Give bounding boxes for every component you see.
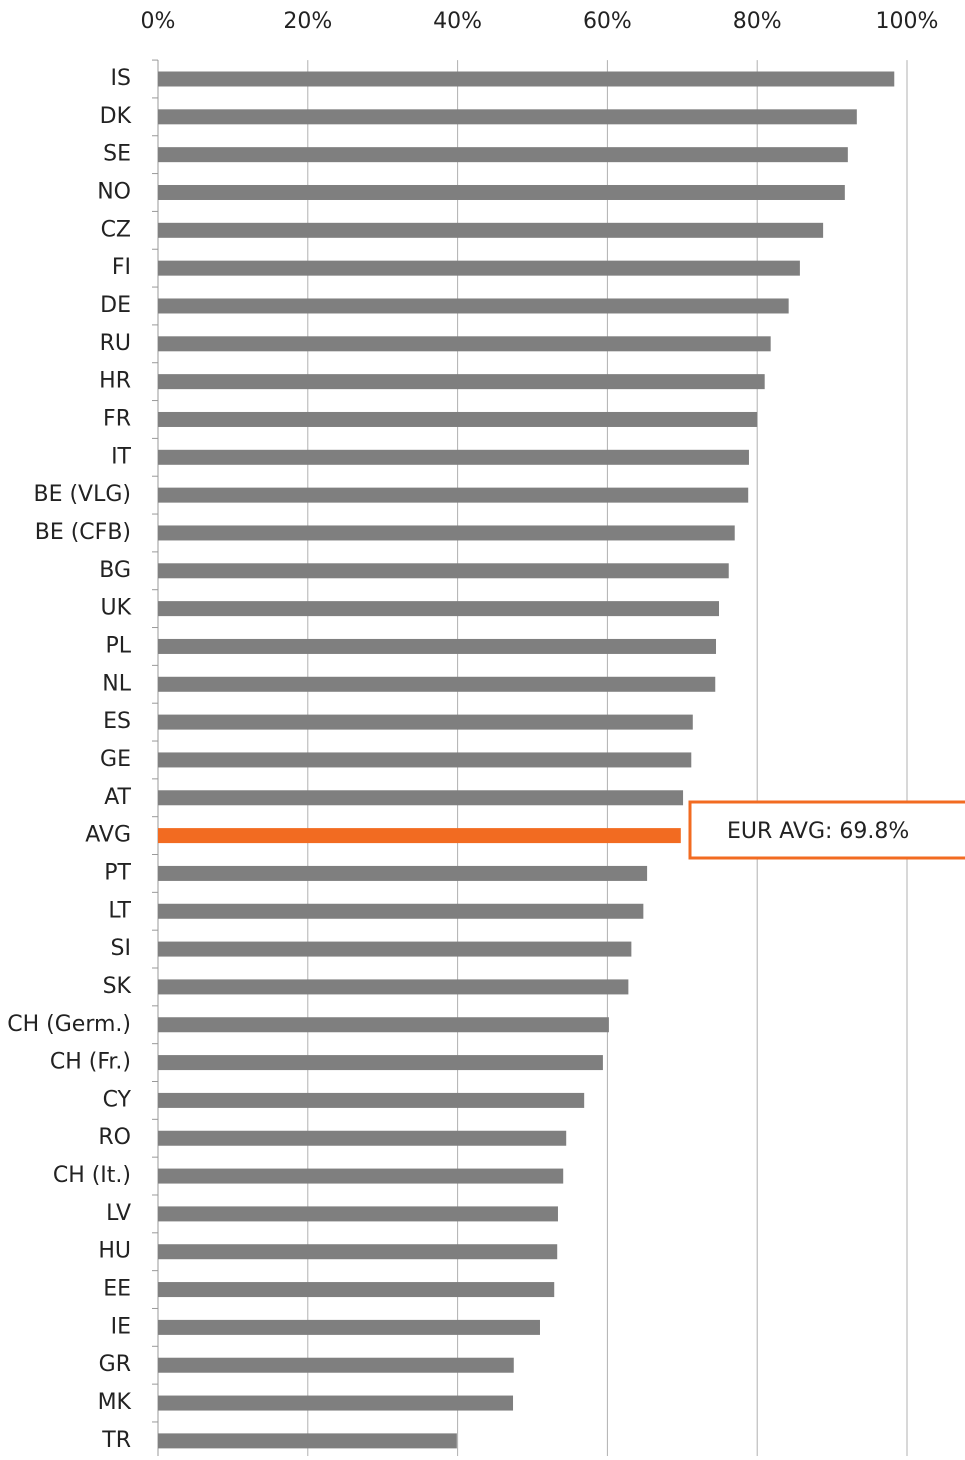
y-tick-label: FI: [112, 255, 131, 280]
annotation: EUR AVG: 69.8%: [727, 819, 909, 844]
x-tick-label: 100%: [876, 9, 939, 34]
y-tick-label: CY: [103, 1087, 132, 1112]
y-tick-label: DK: [100, 104, 132, 129]
y-tick-label: BE (VLG): [33, 482, 131, 507]
bar: [158, 638, 717, 654]
bar: [158, 941, 632, 957]
y-tick-label: CZ: [101, 217, 131, 242]
bar: [158, 374, 765, 390]
bar: [158, 260, 800, 276]
bar: [158, 1130, 567, 1146]
bar: [158, 563, 729, 579]
y-tick-label: NL: [102, 671, 131, 696]
y-tick-label: IS: [111, 66, 131, 91]
bar: [158, 1092, 585, 1108]
x-tick-label: 0%: [141, 9, 176, 34]
bar: [158, 222, 824, 238]
bar: [158, 714, 693, 730]
bar: [158, 601, 720, 617]
bar: [158, 1357, 514, 1373]
bar: [158, 1055, 603, 1071]
y-tick-label: AT: [104, 785, 131, 810]
y-tick-label: DE: [100, 293, 131, 318]
y-tick-label: CH (Fr.): [50, 1050, 131, 1075]
bar: [158, 1319, 540, 1335]
y-tick-label: PT: [104, 860, 131, 885]
y-tick-label: LT: [108, 898, 131, 923]
bar: [158, 298, 789, 314]
bar: [158, 903, 644, 919]
y-tick-label: SK: [103, 974, 132, 999]
x-tick-label: 60%: [583, 9, 632, 34]
bar: [158, 1017, 609, 1033]
y-tick-label: SI: [111, 936, 131, 961]
bar: [158, 676, 716, 692]
bar: [158, 336, 771, 352]
y-tick-label: IT: [111, 444, 131, 469]
bar: [158, 449, 749, 465]
bar: [158, 1206, 558, 1222]
y-tick-label: PL: [105, 633, 131, 658]
bar: [158, 1433, 457, 1449]
y-tick-label: CH (Germ.): [7, 1012, 131, 1037]
y-tick-label: BG: [99, 558, 131, 583]
y-tick-label: LV: [106, 1201, 131, 1226]
y-tick-label: GE: [100, 747, 131, 772]
y-tick-label: GR: [99, 1352, 131, 1377]
y-tick-label: FR: [103, 406, 131, 431]
bar: [158, 865, 648, 881]
y-tick-label: TR: [101, 1428, 131, 1453]
y-tick-label: ES: [103, 709, 131, 734]
x-tick-label: 40%: [433, 9, 482, 34]
annotation-box: [688, 800, 965, 860]
bar: [158, 109, 857, 125]
bar: [158, 752, 692, 768]
y-tick-label: SE: [103, 142, 131, 167]
y-tick-label: EE: [103, 1277, 131, 1302]
y-tick-label: MK: [98, 1390, 132, 1415]
bar: [158, 184, 845, 200]
y-tick-label: HU: [98, 1239, 131, 1264]
x-tick-label: 80%: [733, 9, 782, 34]
bar: [158, 525, 735, 541]
bar: [158, 790, 684, 806]
bar: [158, 71, 895, 87]
y-tick-label: RO: [98, 1125, 131, 1150]
x-tick-label: 20%: [283, 9, 332, 34]
bar: [158, 828, 681, 844]
y-tick-label: RU: [100, 331, 131, 356]
y-tick-label: HR: [99, 369, 131, 394]
y-tick-label: CH (It.): [53, 1163, 131, 1188]
bar: [158, 1244, 558, 1260]
y-tick-label: BE (CFB): [35, 520, 131, 545]
y-tick-label: AVG: [85, 823, 131, 848]
y-tick-label: UK: [100, 596, 131, 621]
bar: [158, 487, 749, 503]
bar: [158, 1282, 555, 1298]
bar: [158, 979, 629, 995]
bar: [158, 1395, 514, 1411]
y-tick-label: NO: [97, 179, 131, 204]
bar: [158, 411, 758, 427]
bar: [158, 147, 848, 163]
y-tick-label: IE: [111, 1314, 131, 1339]
bar: [158, 1168, 564, 1184]
